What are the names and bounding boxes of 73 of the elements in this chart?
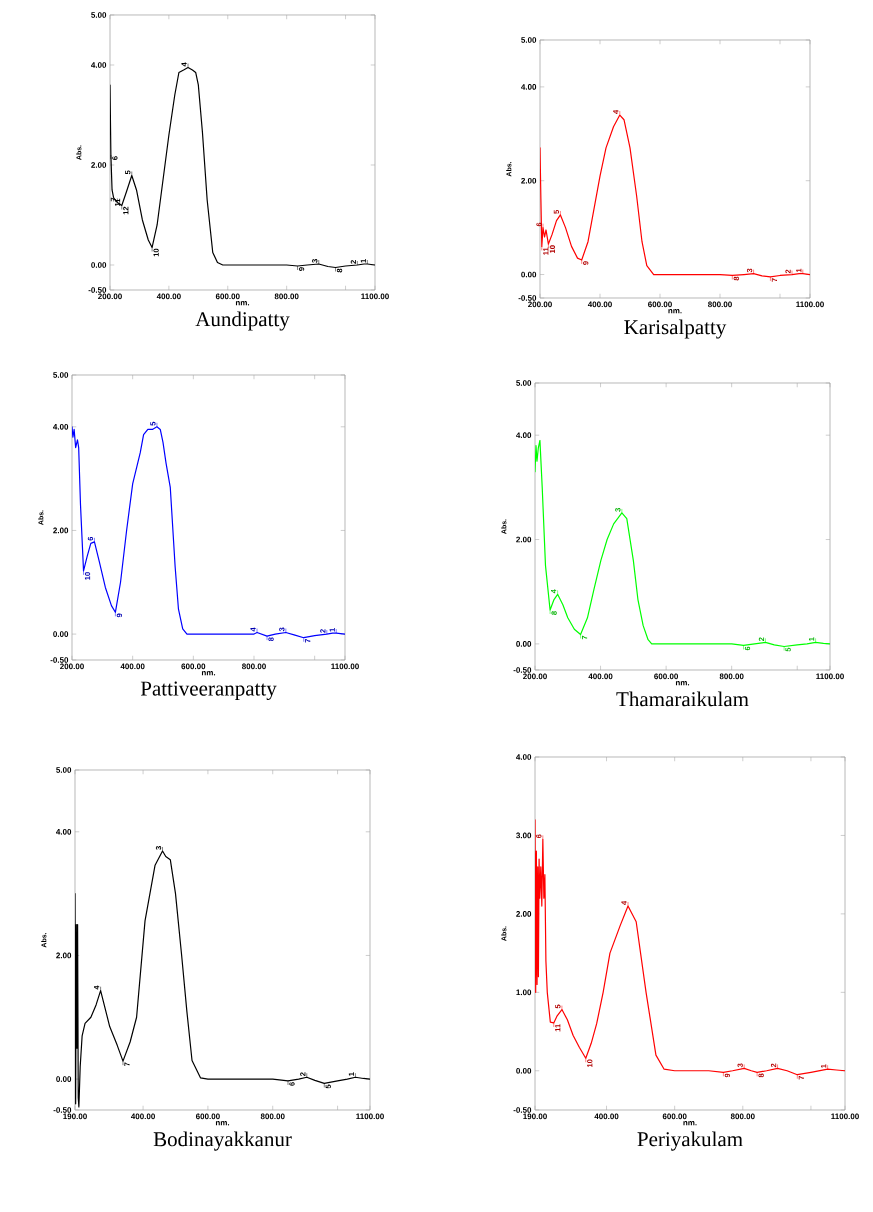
x-tick-label: 200.00: [523, 673, 547, 680]
y-tick-label: -0.50: [518, 295, 537, 301]
y-tick-label: 2.00: [91, 162, 107, 168]
text: Pattiveeranpatty: [140, 681, 277, 700]
y-tick-label: 2.00: [516, 536, 532, 543]
y-tick-label: 0.00: [53, 631, 69, 637]
text: Bodinayakkanur: [153, 1131, 292, 1151]
y-tick-label: -0.50: [513, 1107, 532, 1113]
x-tick-label: 190.00: [523, 1113, 547, 1120]
x-tick-label: 200.00: [98, 293, 122, 300]
x-tick-label: 800.00: [274, 293, 299, 300]
y-tick-label: 0.00: [516, 1067, 532, 1074]
x-tick-label: 1100.00: [831, 1113, 859, 1120]
x-tick-label: 600.00: [662, 1113, 687, 1120]
x-tick-label: 400.00: [120, 663, 145, 670]
y-tick-label: 2.00: [56, 952, 72, 959]
x-tick-label: 800.00: [260, 1113, 285, 1120]
y-tick-label: 4.00: [521, 84, 537, 90]
x-tick-label: 190.00: [63, 1113, 87, 1120]
x-tick-label: 800.00: [719, 673, 744, 680]
x-tick-label: 1100.00: [361, 293, 389, 300]
y-tick-label: 5.00: [91, 12, 107, 18]
text: Periyakulam: [637, 1131, 743, 1151]
x-tick-label: 1100.00: [331, 663, 359, 670]
y-tick-label: -0.50: [53, 1107, 72, 1113]
y-tick-label: -0.50: [50, 657, 69, 663]
x-tick-label: 800.00: [730, 1113, 755, 1120]
x-axis-title: nm.: [675, 681, 690, 686]
y-tick-label: 2.00: [53, 527, 69, 534]
x-tick-label: 1100.00: [816, 673, 844, 680]
y-tick-label: 0.00: [521, 271, 537, 278]
y-tick-label: -0.50: [88, 287, 107, 293]
y-tick-label: 3.00: [516, 832, 532, 839]
y-tick-label: 4.00: [91, 62, 107, 68]
x-tick-label: 400.00: [130, 1113, 155, 1120]
x-tick-label: 1100.00: [796, 301, 824, 308]
x-tick-label: 200.00: [528, 301, 552, 308]
y-tick-label: 5.00: [516, 380, 532, 386]
text: Karisalpatty: [624, 319, 727, 339]
x-tick-label: 400.00: [156, 293, 181, 300]
x-tick-label: 1100.00: [356, 1113, 384, 1120]
x-tick-label: 800.00: [242, 663, 266, 670]
y-tick-label: 0.00: [516, 641, 532, 647]
x-tick-label: 800.00: [708, 301, 732, 308]
x-axis-title: nm.: [201, 671, 216, 676]
y-tick-label: -0.50: [513, 667, 532, 673]
y-tick-label: 2.00: [521, 177, 537, 184]
y-tick-label: 5.00: [521, 37, 537, 43]
x-axis-title: nm.: [235, 301, 250, 306]
x-tick-label: 600.00: [654, 673, 679, 680]
x-tick-label: 400.00: [587, 301, 612, 308]
y-tick-label: 4.00: [56, 828, 72, 835]
x-axis-title: nm.: [215, 1121, 230, 1126]
x-axis-title: nm.: [683, 1121, 697, 1126]
x-tick-label: 600.00: [181, 663, 206, 670]
y-tick-label: 5.00: [56, 767, 72, 773]
x-tick-label: 400.00: [594, 1113, 619, 1120]
y-tick-label: 4.00: [516, 754, 532, 760]
y-tick-label: 2.00: [516, 911, 532, 917]
y-tick-label: 5.00: [53, 372, 69, 378]
y-tick-label: 1.00: [516, 989, 532, 996]
x-tick-label: 600.00: [215, 293, 240, 300]
x-tick-label: 600.00: [195, 1113, 220, 1120]
text: Thamaraikulam: [616, 691, 749, 707]
y-tick-label: 4.00: [516, 432, 532, 439]
y-tick-label: 0.00: [56, 1076, 72, 1082]
x-tick-label: 600.00: [648, 301, 672, 308]
x-tick-label: 400.00: [588, 673, 613, 680]
x-axis-title: nm.: [668, 309, 682, 314]
text: Aundipatty: [195, 311, 290, 331]
y-tick-label: 0.00: [91, 262, 107, 268]
x-tick-label: 200.00: [60, 663, 84, 670]
y-tick-label: 4.00: [53, 423, 69, 430]
